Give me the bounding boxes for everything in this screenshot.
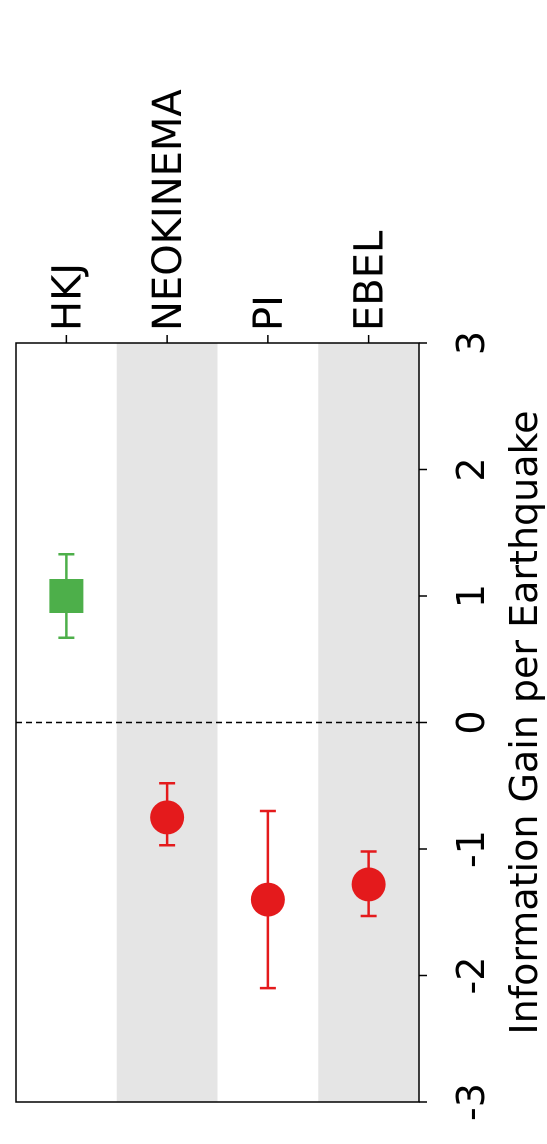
marker-pi (250, 882, 285, 917)
category-tick-label: PI (246, 295, 292, 331)
value-tick-label: -1 (449, 830, 493, 868)
category-axis-ticks: HKJ NEOKINEMA PI EBEL (44, 89, 393, 343)
value-tick-label: 0 (449, 710, 493, 734)
category-tick-label: NEOKINEMA (145, 89, 191, 331)
value-axis-ticks: -3 -2 -1 0 1 2 3 (419, 331, 493, 1121)
value-tick-label: 2 (449, 457, 493, 481)
value-tick-label: 3 (449, 331, 493, 355)
axis-label: Information Gain per Earthquake (502, 410, 546, 1034)
data-points (49, 553, 386, 990)
marker-hkj (49, 579, 84, 613)
category-tick-label: EBEL (347, 230, 393, 331)
category-tick-label: HKJ (44, 263, 90, 331)
value-tick-label: -3 (449, 1083, 493, 1121)
value-tick-label: 1 (449, 584, 493, 608)
marker-neokinema (150, 800, 185, 835)
marker-ebel (351, 867, 386, 902)
value-tick-label: -2 (449, 957, 493, 995)
